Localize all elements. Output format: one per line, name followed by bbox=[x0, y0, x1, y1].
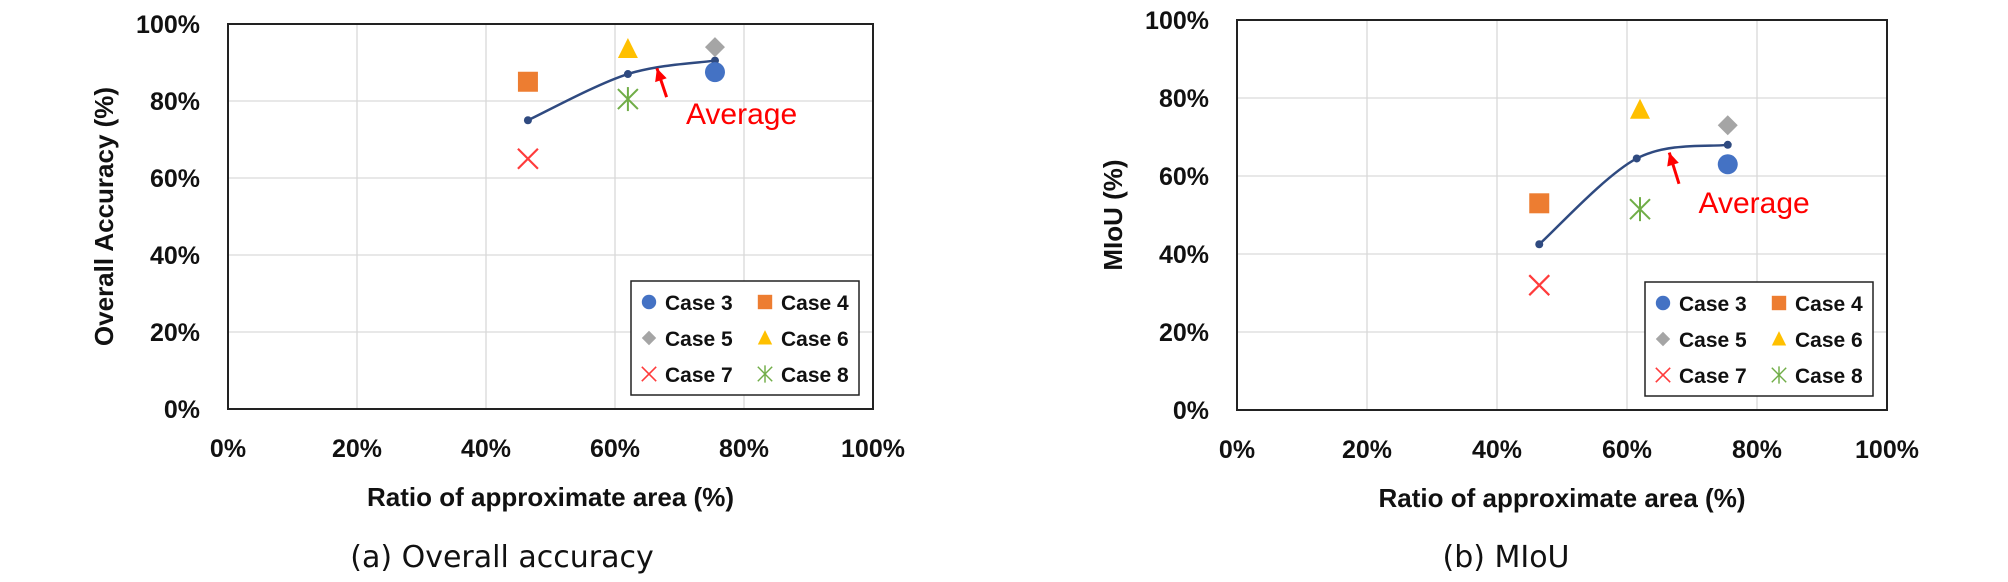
x-tick-label: 0% bbox=[1219, 436, 1255, 464]
legend-marker-case-7 bbox=[1655, 367, 1671, 383]
x-tick-label: 20% bbox=[332, 435, 382, 463]
y-tick-label: 80% bbox=[1159, 85, 1209, 113]
average-point bbox=[1535, 240, 1544, 249]
legend-marker-case-4 bbox=[757, 294, 773, 310]
average-point bbox=[1723, 140, 1732, 149]
legend-box bbox=[1644, 281, 1874, 397]
overall-accuracy-chart: 0% 20% 40% 60% 80% 100% 0% 20% 40% 60% 80% 100% Rati… bbox=[89, 11, 905, 512]
legend-label-case-6: Case 6 bbox=[1795, 329, 1863, 352]
x-tick-label: 80% bbox=[719, 435, 769, 463]
legend-label-case-3: Case 3 bbox=[1679, 293, 1747, 316]
y-tick-label: 80% bbox=[150, 88, 200, 116]
legend-label-case-7: Case 7 bbox=[665, 364, 733, 387]
legend-label-case-4: Case 4 bbox=[1795, 293, 1863, 316]
x-tick-label: 40% bbox=[1472, 436, 1522, 464]
legend-marker-case-5 bbox=[1655, 331, 1671, 347]
x-tick-label: 80% bbox=[1732, 436, 1782, 464]
legend-marker-case-4 bbox=[1771, 295, 1787, 311]
legend-label-case-7: Case 7 bbox=[1679, 365, 1747, 388]
y-tick-label: 100% bbox=[136, 11, 200, 39]
marker-case-4 bbox=[517, 71, 538, 92]
x-tick-label: 20% bbox=[1342, 436, 1392, 464]
marker-case-5 bbox=[1717, 115, 1738, 136]
y-tick-label: 60% bbox=[150, 165, 200, 193]
y-axis-title: MIoU (%) bbox=[1098, 159, 1128, 270]
marker-case-4 bbox=[1529, 193, 1550, 214]
marker-case-6 bbox=[1630, 98, 1650, 119]
average-point bbox=[1632, 154, 1641, 163]
marker-case-3 bbox=[704, 62, 725, 83]
x-tick-label: 40% bbox=[461, 435, 511, 463]
marker-case-3 bbox=[1717, 154, 1738, 175]
y-tick-label: 40% bbox=[150, 242, 200, 270]
legend: Case 3 Case 4 Case 5 Case 6 Case 7 Case 8 bbox=[630, 280, 860, 396]
x-tick-label: 60% bbox=[590, 435, 640, 463]
y-tick-label: 20% bbox=[150, 319, 200, 347]
x-tick-label: 60% bbox=[1602, 436, 1652, 464]
marker-case-8 bbox=[617, 87, 639, 112]
y-tick-label: 20% bbox=[1159, 319, 1209, 347]
legend-label-case-4: Case 4 bbox=[781, 292, 849, 315]
marker-case-7 bbox=[1528, 274, 1551, 296]
annotation-average-label: Average bbox=[686, 98, 797, 131]
marker-case-6 bbox=[617, 38, 638, 59]
y-tick-label: 100% bbox=[1145, 7, 1209, 35]
marker-case-5 bbox=[704, 37, 725, 58]
legend-box bbox=[630, 280, 860, 396]
marker-case-7 bbox=[517, 147, 539, 170]
annotation-arrow-head bbox=[1667, 152, 1679, 167]
legend-label-case-5: Case 5 bbox=[1679, 329, 1747, 352]
legend-label-case-8: Case 8 bbox=[1795, 365, 1863, 388]
marker-case-8 bbox=[1629, 197, 1651, 222]
y-tick-label: 40% bbox=[1159, 241, 1209, 269]
caption-overall-accuracy: (a) Overall accuracy bbox=[350, 540, 654, 575]
average-point bbox=[523, 116, 532, 125]
legend: Case 3 Case 4 Case 5 Case 6 Case 7 Case 8 bbox=[1644, 281, 1874, 397]
x-axis-title: Ratio of approximate area (%) bbox=[1379, 483, 1746, 513]
legend-marker-case-5 bbox=[641, 330, 657, 346]
annotation-average-label: Average bbox=[1699, 187, 1810, 220]
y-tick-label: 0% bbox=[164, 396, 200, 424]
x-tick-label: 0% bbox=[210, 435, 246, 463]
caption-miou: (b) MIoU bbox=[1442, 540, 1570, 575]
panel-overall-accuracy: 0% 20% 40% 60% 80% 100% 0% 20% 40% 60% 80% 100% Rati… bbox=[89, 11, 905, 575]
y-axis-title: Overall Accuracy (%) bbox=[89, 87, 119, 346]
legend-label-case-3: Case 3 bbox=[665, 292, 733, 315]
legend-marker-case-3 bbox=[1655, 295, 1671, 311]
miou-chart: 0% 20% 40% 60% 80% 100% 0% 20% 40% 60% 80% 100% Rati… bbox=[1098, 7, 1919, 513]
x-tick-label: 100% bbox=[841, 435, 905, 463]
y-tick-label: 60% bbox=[1159, 163, 1209, 191]
legend-marker-case-7 bbox=[641, 366, 657, 382]
legend-marker-case-6 bbox=[1771, 331, 1787, 346]
average-point bbox=[623, 70, 632, 79]
y-tick-label: 0% bbox=[1173, 397, 1209, 425]
legend-marker-case-8 bbox=[757, 365, 773, 383]
annotation-arrow-head bbox=[655, 68, 667, 83]
legend-label-case-5: Case 5 bbox=[665, 328, 733, 351]
legend-label-case-6: Case 6 bbox=[781, 328, 849, 351]
panel-miou: 0% 20% 40% 60% 80% 100% 0% 20% 40% 60% 80% 100% Rati… bbox=[1004, 0, 2008, 582]
legend-label-case-8: Case 8 bbox=[781, 364, 849, 387]
plot-border bbox=[1236, 19, 1888, 411]
legend-marker-case-6 bbox=[757, 330, 773, 345]
x-tick-label: 100% bbox=[1855, 436, 1919, 464]
plot-border bbox=[227, 23, 874, 410]
legend-marker-case-3 bbox=[641, 294, 657, 310]
legend-marker-case-8 bbox=[1771, 366, 1787, 384]
x-axis-title: Ratio of approximate area (%) bbox=[367, 482, 734, 512]
